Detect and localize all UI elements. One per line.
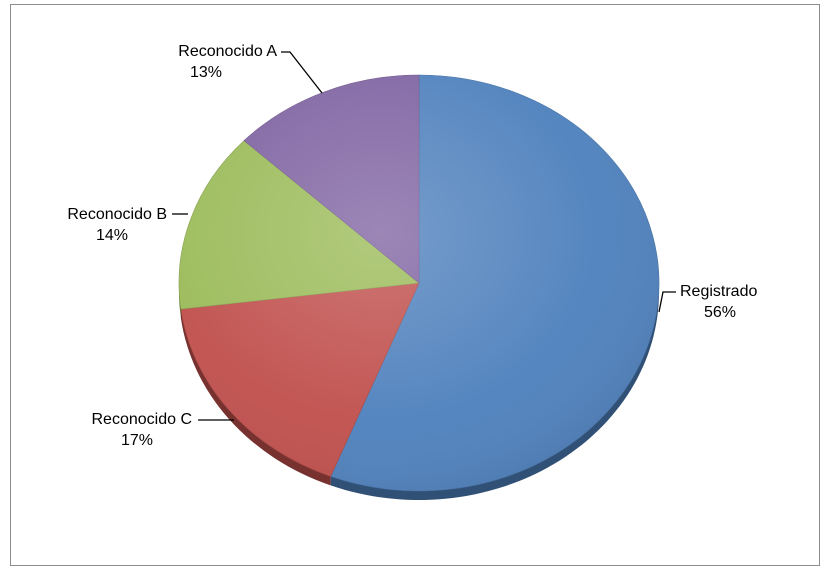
slice-percent-registrado: 56% [704,304,736,321]
leader-line-registrado [658,291,676,313]
pie-labels: Registrado 56% Reconocido C 17% Reconocido B… [67,43,757,449]
slice-label-registrado: Registrado [680,283,757,300]
slice-label-reconocido-b: Reconocido B [67,206,167,223]
slice-label-reconocido-a: Reconocido A [178,43,277,60]
pie-slices [178,74,660,492]
leader-line-reconocido-a [281,51,323,94]
slice-percent-reconocido-b: 14% [96,227,128,244]
slice-percent-reconocido-c: 17% [121,432,153,449]
slice-label-reconocido-c: Reconocido C [92,411,193,428]
slice-percent-reconocido-a: 13% [190,64,222,81]
